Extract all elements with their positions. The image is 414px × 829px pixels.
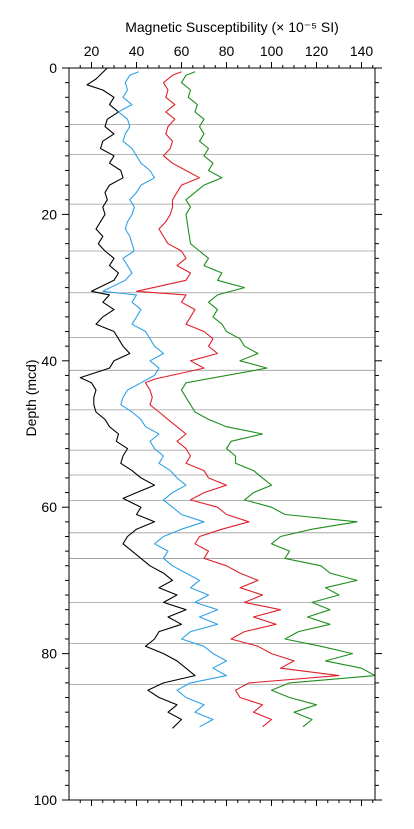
x-tick-label: 60 <box>174 43 190 59</box>
y-tick-label: 40 <box>41 353 57 369</box>
y-tick-label: 20 <box>41 206 57 222</box>
y-tick-label: 100 <box>34 792 58 808</box>
x-tick-label: 20 <box>84 43 100 59</box>
y-tick-label: 80 <box>41 646 57 662</box>
x-tick-label: 120 <box>305 43 329 59</box>
x-tick-label: 40 <box>129 43 145 59</box>
y-tick-label: 0 <box>49 60 57 76</box>
axis-ticks: 20 40 60 80 100 120 140 0 20 40 60 80 100 <box>34 43 382 808</box>
x-tick-label: 140 <box>350 43 374 59</box>
series-line-4 <box>180 71 376 728</box>
reference-lines <box>69 123 375 685</box>
x-tick-label: 80 <box>219 43 235 59</box>
y-tick-label: 60 <box>41 499 57 515</box>
x-tick-label: 100 <box>260 43 284 59</box>
x-axis-title: Magnetic Susceptibility (× 10⁻⁵ SI) <box>125 19 339 35</box>
series-line-3 <box>135 71 340 728</box>
series-line-2 <box>102 71 228 728</box>
series-line-1 <box>79 67 196 729</box>
y-axis-title: Depth (mcd) <box>23 359 39 436</box>
data-series <box>79 67 376 729</box>
